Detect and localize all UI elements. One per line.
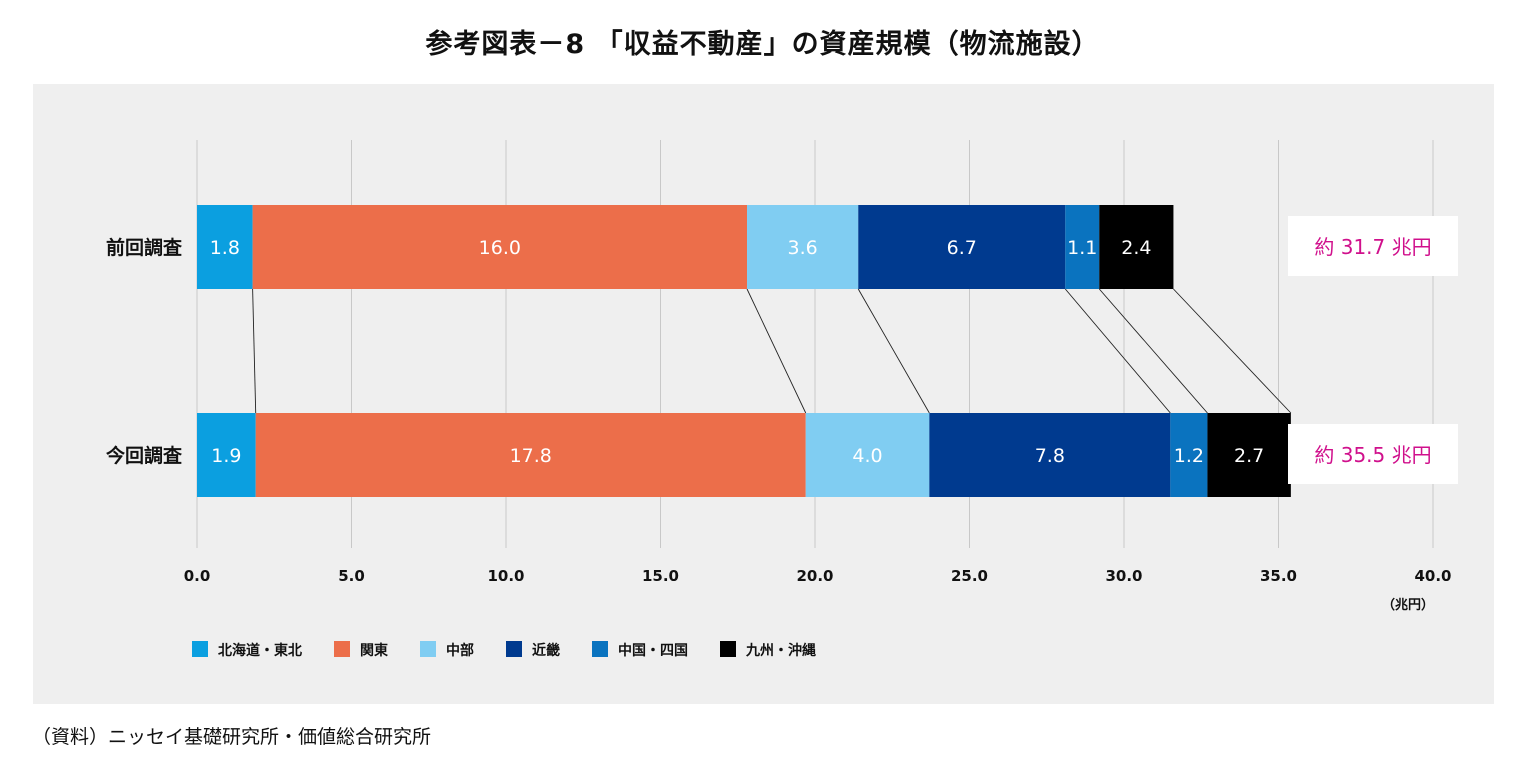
legend-label: 関東 — [360, 642, 388, 659]
connector-line — [857, 288, 930, 414]
data-label: 1.2 — [1174, 445, 1204, 467]
legend-swatch — [192, 641, 208, 657]
chart-title: 参考図表－8 「収益不動産」の資産規模（物流施設） — [425, 29, 1100, 60]
x-tick-label: 35.0 — [1260, 567, 1297, 585]
bar-segment — [858, 205, 1066, 289]
data-label: 2.4 — [1121, 237, 1151, 259]
bar-segment — [197, 205, 253, 289]
x-unit-label: （兆円） — [1382, 597, 1434, 613]
data-label: 4.0 — [852, 445, 882, 467]
x-tick-label: 40.0 — [1414, 567, 1451, 585]
x-tick-label: 20.0 — [796, 567, 833, 585]
data-label: 17.8 — [510, 445, 552, 467]
legend-label: 中国・四国 — [618, 642, 688, 659]
bar-segment — [805, 413, 930, 497]
connector-line — [1173, 288, 1292, 414]
legend-swatch — [506, 641, 522, 657]
bar-segment — [1099, 205, 1174, 289]
legend-label: 近畿 — [532, 642, 560, 659]
legend-swatch — [420, 641, 436, 657]
bar-segment — [252, 205, 748, 289]
category-label: 今回調査 — [105, 444, 183, 467]
bar-segment — [1207, 413, 1291, 497]
total-label: 約 35.5 兆円 — [1314, 443, 1431, 467]
connector-line — [252, 288, 257, 414]
data-label: 1.9 — [211, 445, 241, 467]
bar-segment — [1065, 205, 1100, 289]
x-tick-label: 25.0 — [951, 567, 988, 585]
data-label: 7.8 — [1035, 445, 1065, 467]
total-label: 約 31.7 兆円 — [1314, 235, 1431, 259]
x-tick-label: 10.0 — [487, 567, 524, 585]
total-box — [1288, 424, 1458, 484]
x-tick-label: 0.0 — [184, 567, 211, 585]
data-label: 16.0 — [479, 237, 521, 259]
bar-segment — [747, 205, 859, 289]
legend-label: 中部 — [446, 642, 474, 659]
x-tick-label: 15.0 — [642, 567, 679, 585]
legend-swatch — [334, 641, 350, 657]
connector-line — [746, 288, 807, 414]
data-label: 2.7 — [1234, 445, 1264, 467]
data-label: 3.6 — [788, 237, 818, 259]
data-label: 1.1 — [1067, 237, 1097, 259]
legend-swatch — [720, 641, 736, 657]
bar-segment — [1170, 413, 1208, 497]
bar-segment — [929, 413, 1171, 497]
data-label: 6.7 — [947, 237, 977, 259]
chart-panel — [33, 84, 1494, 704]
legend-label: 北海道・東北 — [218, 642, 302, 659]
x-tick-label: 30.0 — [1105, 567, 1142, 585]
x-tick-label: 5.0 — [338, 567, 365, 585]
connector-line — [1064, 288, 1171, 414]
data-label: 1.8 — [210, 237, 240, 259]
source-note: （資料）ニッセイ基礎研究所・価値総合研究所 — [32, 726, 432, 748]
bar-segment — [197, 413, 256, 497]
legend-label: 九州・沖縄 — [745, 642, 816, 659]
category-label: 前回調査 — [106, 236, 183, 259]
legend-swatch — [592, 641, 608, 657]
connector-line — [1098, 288, 1208, 414]
bar-segment — [255, 413, 806, 497]
total-box — [1288, 216, 1458, 276]
